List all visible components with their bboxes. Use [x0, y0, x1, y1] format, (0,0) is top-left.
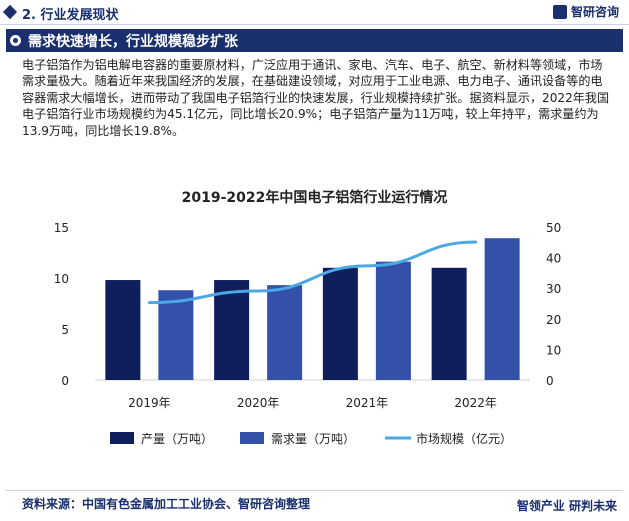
- line-market-size: [147, 240, 478, 305]
- y-left-tick-label: 0: [61, 374, 69, 388]
- y-right-tick-label: 20: [546, 313, 561, 327]
- section-title: 2. 行业发展现状: [22, 8, 119, 23]
- y-left-tick-label: 5: [61, 323, 69, 337]
- source-note: 资料来源：中国有色金属加工工业协会、智研咨询整理: [22, 497, 311, 511]
- bottom-divider: [6, 490, 623, 491]
- bar-demand: [267, 285, 303, 380]
- bullet-icon: [10, 35, 21, 46]
- x-tick-label: 2020年: [237, 396, 280, 410]
- title-band: 需求快速增长，行业规模稳步扩张: [6, 29, 623, 52]
- y-right-tick-label: 50: [546, 221, 561, 235]
- bar-demand: [375, 261, 411, 380]
- y-right-tick-label: 10: [546, 343, 561, 357]
- x-tick-label: 2022年: [454, 396, 497, 410]
- legend-swatch-1: [240, 432, 264, 444]
- bar-output: [105, 280, 141, 380]
- y-right-tick-label: 30: [546, 282, 561, 296]
- y-left-tick-label: 10: [54, 272, 69, 286]
- band-title: 需求快速增长，行业规模稳步扩张: [28, 34, 238, 50]
- y-right-tick-label: 0: [546, 374, 554, 388]
- brand-name: 智研咨询: [570, 5, 619, 19]
- chart-title: 2019-2022年中国电子铝箔行业运行情况: [181, 190, 448, 206]
- brand-logo-icon: [552, 4, 567, 19]
- top-header: 2. 行业发展现状 智研咨询: [0, 0, 629, 25]
- bar-demand: [158, 290, 194, 380]
- legend-swatch-0: [110, 432, 134, 444]
- bar-output: [322, 267, 358, 380]
- bar-output: [431, 267, 467, 380]
- legend-label: 市场规模（亿元）: [416, 431, 512, 446]
- brand: 智研咨询: [552, 3, 619, 20]
- y-left-tick-label: 15: [54, 221, 69, 235]
- bar-demand: [484, 238, 520, 380]
- x-tick-label: 2021年: [346, 396, 389, 410]
- legend-label: 产量（万吨）: [141, 432, 213, 446]
- diamond-icon: [2, 4, 18, 20]
- chart: 0 5 10 15 0 10 20 30 40 50 2019年 2020年 2021年 2022年产量（…: [54, 221, 562, 446]
- footer-slogan: 智领产业 研判未来: [516, 499, 617, 513]
- legend-label: 需求量（万吨）: [271, 432, 355, 446]
- bar-output: [214, 280, 250, 380]
- x-tick-label: 2019年: [128, 396, 171, 410]
- intro-paragraph: 电子铝箔作为铝电解电容器的重要原材料，广泛应用于通讯、家电、汽车、电子、航空、新…: [22, 58, 610, 138]
- y-right-tick-label: 40: [546, 252, 561, 266]
